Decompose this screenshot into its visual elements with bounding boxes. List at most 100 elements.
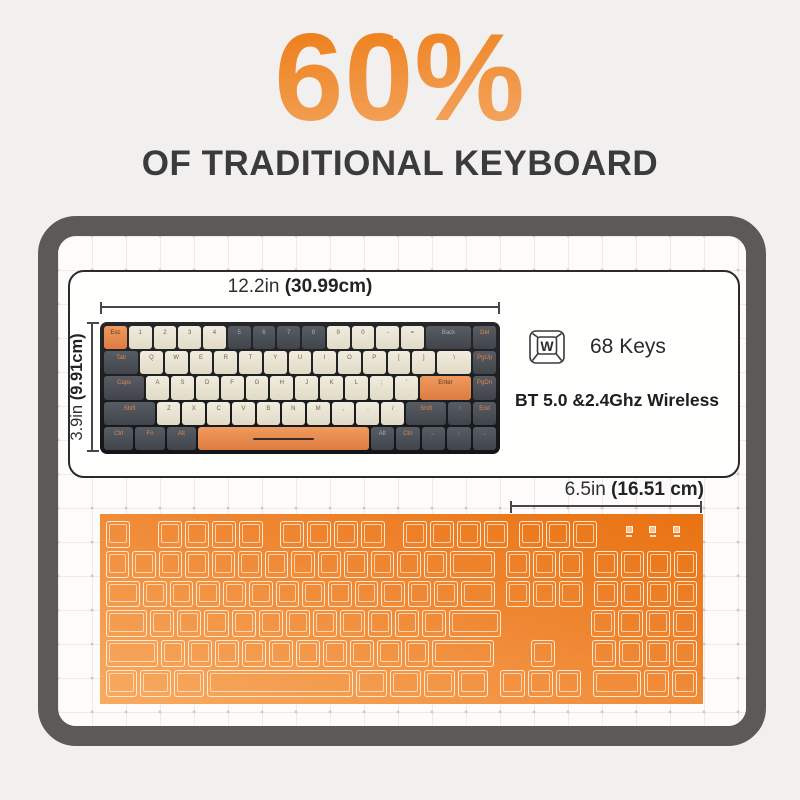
wire-keycap <box>457 670 489 697</box>
keycap-legend: C <box>216 405 221 412</box>
keycap-legend: K <box>329 380 334 387</box>
kb104-row <box>106 640 698 668</box>
wire-keycap <box>307 521 332 548</box>
keycap-legend: PgUp <box>477 355 493 362</box>
wire-keycap <box>647 550 671 578</box>
keycap-legend: V <box>241 405 246 412</box>
keycap-legend: Alt <box>177 430 185 437</box>
hero-percent: 60% <box>274 16 525 140</box>
key-gap <box>584 670 590 697</box>
keycap-legend: E <box>198 355 203 362</box>
key-gap <box>498 551 503 578</box>
wire-keycap <box>449 610 502 638</box>
kb104-row <box>106 610 697 638</box>
keycap-legend: . <box>367 405 369 412</box>
keycap-legend: , <box>342 405 344 412</box>
fullsize-keyboard-wireframe <box>100 514 703 704</box>
keycap-↑: ↑ <box>448 401 472 425</box>
wire-keycap <box>673 550 698 578</box>
keycap-Shift: Shift <box>406 401 447 425</box>
keycap-.: . <box>356 401 380 425</box>
keycap-legend: 0 <box>361 330 365 336</box>
keycap-legend: Tab <box>116 355 126 362</box>
led-indicator <box>673 526 681 537</box>
led-indicator <box>649 526 657 537</box>
key-gap <box>504 610 510 637</box>
keycap-Alt: Alt <box>166 426 197 451</box>
keycap-M: M <box>306 401 330 425</box>
saved-width-dimension-line <box>510 501 702 513</box>
wire-keycap <box>196 580 220 608</box>
keycap-9: 9 <box>326 326 350 350</box>
wire-keycap <box>370 550 395 578</box>
keycap-legend: Caps <box>117 380 132 387</box>
keycap-legend: L <box>354 380 359 387</box>
keycap-legend: 7 <box>286 330 291 336</box>
key-gap <box>586 581 591 608</box>
keycap-legend: Enter <box>438 380 453 387</box>
hero-subtitle: OF TRADITIONAL KEYBOARD <box>141 144 659 183</box>
kb68-row: Esc 1 2 3 4 5 6 7 8 9 0 - = Back Del <box>104 326 496 350</box>
keycap-legend: R <box>223 355 228 362</box>
led-square <box>673 526 681 533</box>
wire-keycap <box>231 610 256 638</box>
kb104-row <box>106 670 697 697</box>
keycap-': ' <box>394 376 418 400</box>
keycap-Z: Z <box>157 401 181 425</box>
wire-keycap <box>404 640 429 668</box>
wire-keycap <box>423 670 455 697</box>
keycap--: - <box>376 326 399 350</box>
wire-keycap <box>106 610 147 638</box>
led-label-mark <box>626 535 633 537</box>
wire-keycap <box>139 670 171 697</box>
keycap-space <box>198 426 369 451</box>
wire-keycap <box>185 521 210 548</box>
wire-keycap <box>556 670 582 697</box>
width-dimension-line <box>100 302 500 314</box>
keycap-legend: PgDn <box>477 380 493 387</box>
wire-keycap <box>328 580 352 608</box>
keycap-legend: O <box>347 355 352 362</box>
keycap-legend: Q <box>149 355 154 362</box>
wire-keycap <box>559 550 583 578</box>
keycap-O: O <box>338 351 361 375</box>
keycap-Tab: Tab <box>104 351 139 375</box>
keycap-H: H <box>270 376 294 400</box>
wire-keycap <box>592 670 641 697</box>
kb68-row: Ctrl Fn Alt Alt Ctrl ← ↓ → <box>104 426 496 451</box>
keycap-S: S <box>170 376 194 400</box>
led-indicator <box>625 526 633 537</box>
wire-keycap <box>450 550 496 578</box>
wire-keycap <box>214 640 239 668</box>
keycap-legend: ; <box>380 380 383 387</box>
wire-keycap <box>531 640 556 668</box>
keycap-X: X <box>182 401 206 425</box>
keycap-legend: F <box>230 380 234 387</box>
height-dimension-line <box>87 322 99 452</box>
keycap-legend: 5 <box>237 330 241 336</box>
keycap-legend: ↓ <box>457 430 461 437</box>
kb104-row <box>106 580 698 608</box>
keycap-legend: H <box>279 380 285 387</box>
wire-keycap <box>264 550 289 578</box>
wire-keycap <box>280 521 305 548</box>
wire-keycap <box>313 610 338 638</box>
keycap-legend: D <box>205 380 210 387</box>
wire-keycap <box>354 580 379 608</box>
keycap-Shift: Shift <box>104 401 156 425</box>
keycap-icon: W <box>529 330 565 364</box>
keycap-legend: 6 <box>262 330 266 336</box>
saved-width-in: 6.5in <box>564 479 612 500</box>
keycap-Y: Y <box>263 351 287 375</box>
keycap-legend: 9 <box>336 330 340 336</box>
wire-keycap <box>344 550 368 578</box>
keycap-6: 6 <box>252 326 276 350</box>
led-indicator-zone <box>609 521 697 548</box>
wire-keycap <box>106 580 141 608</box>
keycap-Caps: Caps <box>104 376 145 400</box>
wire-keycap <box>594 550 618 578</box>
wire-keycap <box>158 550 183 578</box>
key-gap <box>513 610 580 637</box>
wire-keycap <box>645 640 670 668</box>
wire-keycap <box>573 521 598 548</box>
